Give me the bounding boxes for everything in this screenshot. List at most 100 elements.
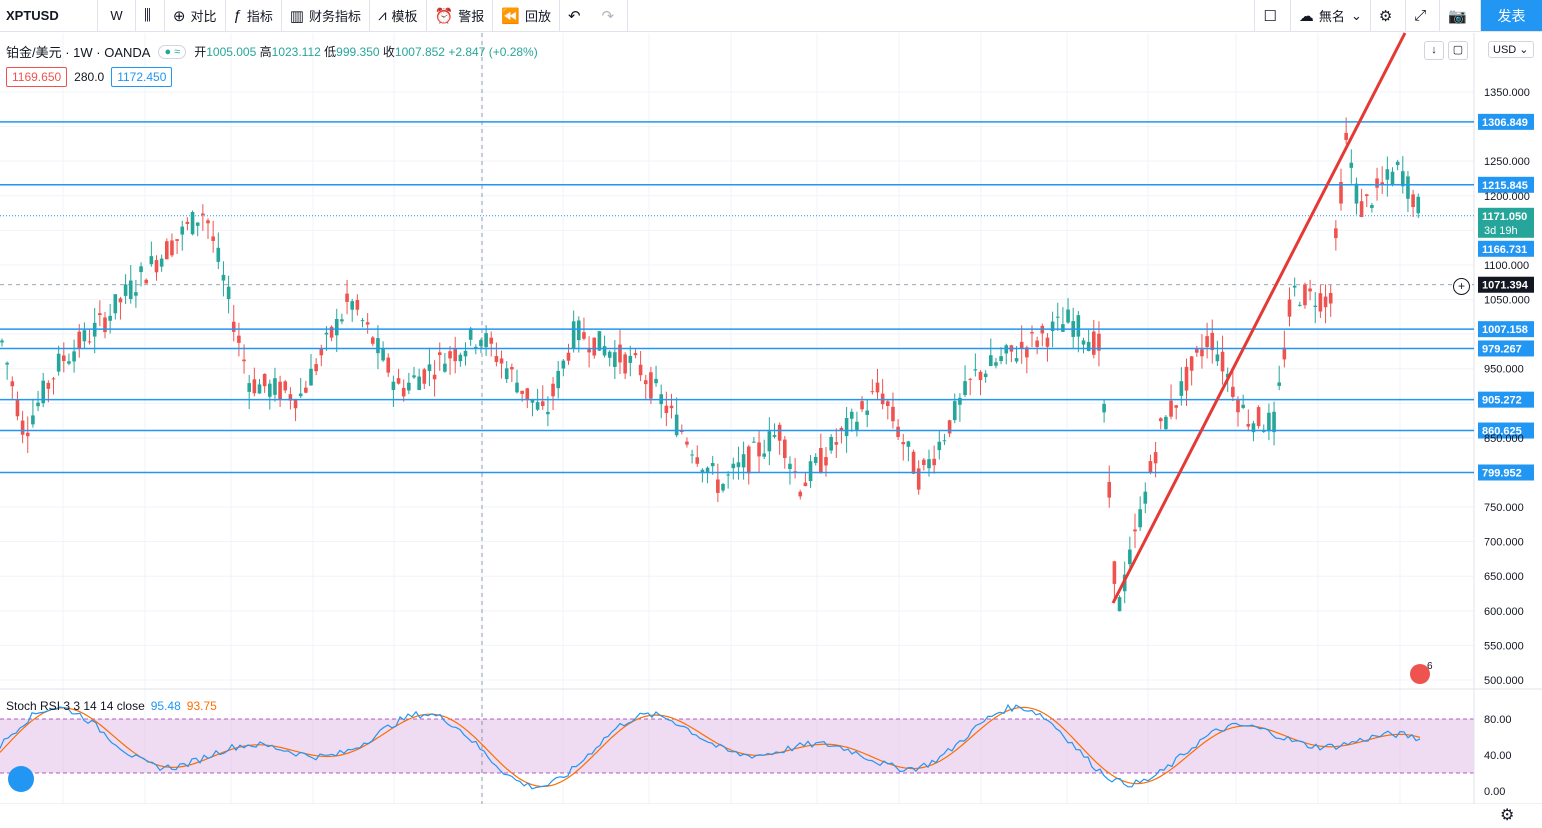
candle-body <box>448 351 452 359</box>
candle-body <box>46 382 51 389</box>
candle-body <box>283 381 288 391</box>
candle-body <box>762 453 766 457</box>
stoch-k-line <box>0 703 1421 790</box>
candle-body <box>257 384 262 394</box>
candle-body <box>175 239 179 241</box>
price-tick-label: 650.000 <box>1484 571 1524 583</box>
indicators-label: 指标 <box>246 9 273 24</box>
candle-body <box>994 362 998 366</box>
buy-button[interactable]: 1172.450 <box>111 67 173 87</box>
undo-button[interactable]: ↶ <box>560 0 594 31</box>
axis-settings-icon[interactable]: ⚙ <box>1500 807 1515 824</box>
level-badge-label: 860.625 <box>1482 426 1522 438</box>
candle-body <box>1117 597 1122 612</box>
candle-body <box>515 382 519 393</box>
candle-body <box>36 402 40 407</box>
candle-body <box>453 348 457 362</box>
price-tick-label: 1250.000 <box>1484 156 1530 168</box>
candle-body <box>1236 399 1240 413</box>
candle-body <box>252 379 257 394</box>
alarm-icon: ⏰ <box>434 7 454 25</box>
candle-body <box>978 371 983 381</box>
candle-body <box>458 354 463 362</box>
candle-body <box>118 298 123 303</box>
snapshot-button[interactable]: 📷 <box>1439 0 1480 31</box>
candle-body <box>1138 509 1142 528</box>
symbol-search[interactable]: XPTUSD <box>0 0 98 31</box>
candle-body <box>1323 296 1328 308</box>
currency-select[interactable]: USD ⌄ <box>1488 41 1534 58</box>
replay-label: 回放 <box>524 9 551 24</box>
spread-value: 280.0 <box>74 70 105 84</box>
candle-body <box>952 401 957 421</box>
chart-type-button[interactable]: ⫼ <box>136 0 165 31</box>
alert-button[interactable]: ⏰ 警报 <box>427 0 494 31</box>
legend-toggle[interactable]: ● ≈ <box>158 44 187 59</box>
economic-flag-icon[interactable] <box>1410 664 1430 684</box>
publish-button[interactable]: 发表 <box>1480 0 1542 31</box>
candle-body <box>190 211 195 235</box>
maximize-pane-button[interactable]: ▢ <box>1448 41 1468 60</box>
candle-body <box>1328 293 1333 304</box>
candle-body <box>1076 315 1081 337</box>
candle-body <box>437 352 442 356</box>
high-label: 高 <box>259 45 272 59</box>
candle-body <box>365 322 370 325</box>
candle-body <box>1025 347 1029 358</box>
chart-canvas[interactable]: 1306.849 1215.845 1071.394 1007.158 979.267 9… <box>0 32 1542 804</box>
indicators-button[interactable]: ƒ 指标 <box>226 0 282 31</box>
expand-icon: ⤢ <box>1414 7 1427 24</box>
settings-button[interactable]: ⚙ <box>1369 0 1405 31</box>
candle-body <box>154 260 159 273</box>
candle-body <box>1107 482 1112 498</box>
candle-body <box>15 400 20 417</box>
candle-body <box>273 378 277 395</box>
candle-body <box>20 420 25 435</box>
candle-body <box>561 360 566 369</box>
candle-body <box>195 222 200 226</box>
candle-body <box>937 441 942 451</box>
candle-body <box>1401 171 1405 187</box>
financials-button[interactable]: ▥ 财务指标 <box>282 0 371 31</box>
candle-body <box>123 284 128 296</box>
candle-body <box>139 266 143 273</box>
candle-body <box>309 368 313 386</box>
candle-body <box>165 241 169 260</box>
candle-body <box>1287 299 1292 317</box>
replay-button[interactable]: ⏪ 回放 <box>493 0 560 31</box>
candle-body <box>772 435 777 437</box>
candle-body <box>1081 340 1086 345</box>
fullscreen-select-button[interactable]: ☐ <box>1254 0 1289 31</box>
candle-body <box>324 332 329 335</box>
fullscreen-button[interactable]: ⤢ <box>1405 0 1439 31</box>
scroll-down-button[interactable]: ↓ <box>1424 41 1444 60</box>
candle-body <box>983 373 988 378</box>
layout-button[interactable]: ☁ 無名 ⌄ <box>1289 0 1370 31</box>
level-badge <box>1478 113 1534 130</box>
countdown-label: 3d 19h <box>1484 225 1518 237</box>
redo-button[interactable]: ↷ <box>594 0 629 31</box>
candle-body <box>216 247 221 262</box>
cloud-icon: ☁ <box>1298 7 1314 25</box>
candle-body <box>582 332 586 339</box>
candle-body <box>1050 321 1055 332</box>
candle-body <box>710 463 715 467</box>
interval-button[interactable]: W <box>98 0 136 31</box>
plus-circle-icon: ⊕ <box>172 7 186 25</box>
add-level-icon[interactable]: + <box>1453 278 1470 295</box>
candle-body <box>1246 423 1251 427</box>
square-icon: ☐ <box>1263 7 1277 25</box>
candle-body <box>731 463 736 469</box>
sell-button[interactable]: 1169.650 <box>6 67 68 87</box>
candle-body <box>1097 333 1101 351</box>
candle-body <box>427 364 432 371</box>
candle-body <box>891 406 895 422</box>
price-tick-label: 1350.000 <box>1484 87 1530 99</box>
candle-body <box>1195 348 1199 353</box>
compare-button[interactable]: ⊕ 对比 <box>165 0 226 31</box>
templates-button[interactable]: ⩘ 模板 <box>370 0 427 31</box>
candle-body <box>736 462 741 468</box>
candle-body <box>504 368 509 380</box>
candle-body <box>566 352 571 361</box>
candle-body <box>695 457 700 464</box>
